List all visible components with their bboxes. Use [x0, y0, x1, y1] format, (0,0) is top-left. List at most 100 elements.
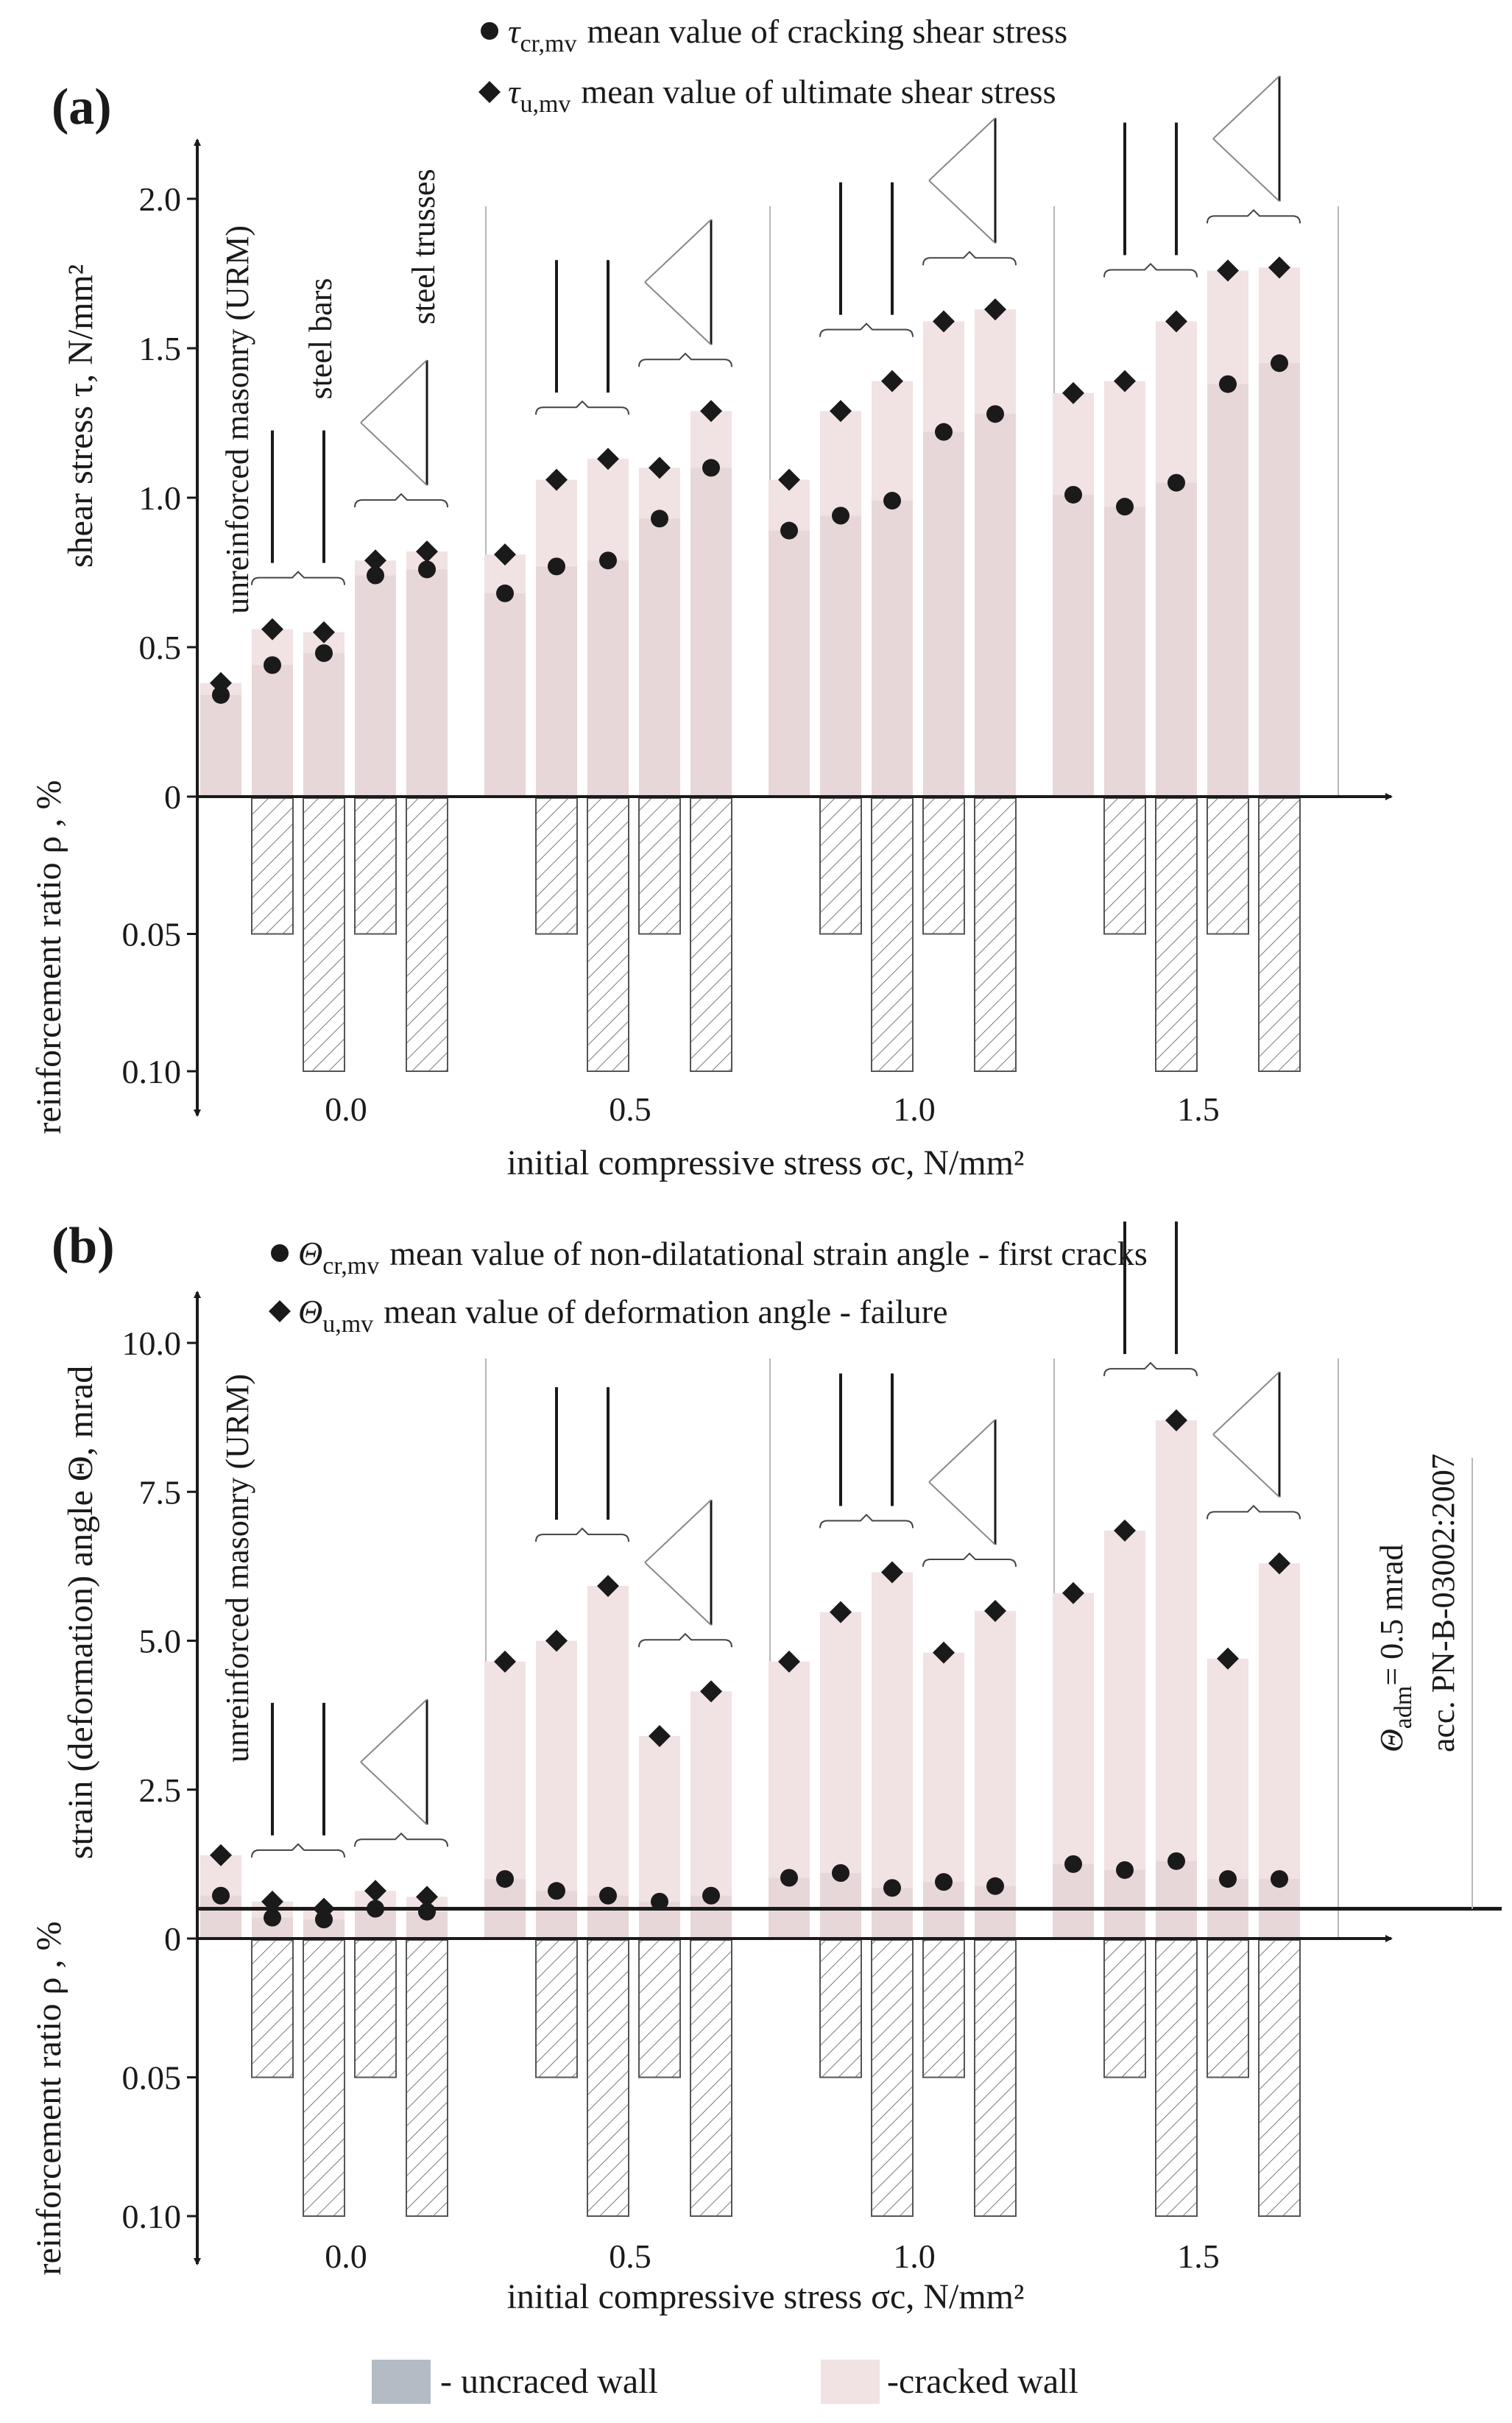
reinf-tick-label: 0.10: [122, 1053, 182, 1090]
cracking-point: [548, 1882, 565, 1900]
group-brace: [819, 1514, 914, 1528]
group-brace: [922, 1552, 1017, 1567]
ultimate-point: [984, 1600, 1006, 1623]
ultimate-point: [364, 549, 386, 572]
uncracked-bar: [639, 518, 680, 797]
reinforcement-bar: [819, 797, 862, 935]
legend-diamond-marker: [478, 81, 501, 103]
ultimate-point: [830, 400, 852, 423]
cracking-point: [496, 584, 514, 602]
reinforcement-bar: [587, 1939, 629, 2217]
ultimate-point: [416, 1886, 438, 1908]
reinforcement-bar: [303, 1939, 345, 2217]
uncracked-bar: [303, 653, 345, 797]
bottom-legend: - uncraced wall -cracked wall: [372, 2360, 1078, 2404]
reinforcement-bar: [354, 1939, 397, 2078]
urm-annotation: unreinforced masonry (URM): [219, 225, 255, 614]
legend-entry-first-cracks: Θcr,mv mean value of non-dilatational str…: [298, 1235, 1148, 1280]
x-tick-label: 1.5: [1177, 2237, 1220, 2275]
cracking-point: [548, 557, 565, 576]
cracking-point: [1167, 1852, 1185, 1870]
reinforcement-bar: [871, 797, 914, 1072]
x-tick-label: 0.5: [609, 1090, 651, 1128]
x-axis-label: initial compressive stress σc, N/mm²: [507, 1143, 1025, 1182]
x-axis-label: initial compressive stress σc, N/mm²: [507, 2277, 1025, 2316]
y-tick-label: 7.5: [139, 1473, 182, 1511]
cracking-point: [315, 644, 333, 663]
chart-marks: 0.0 0.5 1.0 1.5 0 0.5 1.0 1.5 2.0 0.05 0.10 0.0 0.5 1…: [122, 75, 1502, 2275]
reinforcement-bar: [690, 797, 732, 1072]
reinforcement-bar: [1207, 797, 1249, 935]
uncracked-bar: [1156, 1861, 1197, 1939]
x-tick-label: 1.5: [1177, 1090, 1220, 1128]
urm-annotation: unreinforced masonry (URM): [219, 1374, 255, 1763]
cracking-point: [367, 566, 384, 585]
reinforcement-bar: [690, 1939, 732, 2217]
y-tick-label: 0: [164, 1920, 181, 1958]
cracked-bar: [1156, 1420, 1197, 1939]
uncracked-bar: [923, 431, 964, 797]
cracking-point: [264, 1908, 281, 1927]
reinforcement-bar: [974, 1939, 1017, 2217]
group-brace: [819, 322, 914, 337]
panel-label: (b): [52, 1218, 115, 1274]
truss-diagonal-glyph: [360, 1699, 428, 1763]
cracking-point: [832, 507, 849, 525]
truss-diagonal-glyph: [360, 422, 428, 486]
reinforcement-bar: [922, 797, 965, 935]
truss-diagonal-glyph: [928, 180, 996, 244]
reinforcement-bar: [638, 1939, 681, 2078]
ultimate-point: [1165, 310, 1187, 333]
truss-diagonal-glyph: [1212, 1433, 1280, 1498]
legend-entry-cracking: τcr,mv mean value of cracking shear stres…: [508, 13, 1067, 57]
y-tick-label: 1.0: [139, 479, 182, 517]
ultimate-point: [881, 370, 903, 392]
legend-entry-failure: Θu,mv mean value of deformation angle - f…: [298, 1293, 948, 1338]
cracking-point: [264, 656, 281, 674]
group-brace: [354, 1832, 448, 1847]
chart-panel-a: (a) τcr,mv mean value of cracking shear s…: [29, 13, 1067, 1182]
y-tick-label: 2.0: [139, 180, 182, 218]
group-brace: [638, 1632, 732, 1648]
ultimate-point: [649, 456, 671, 479]
x-tick-label: 0.5: [609, 2237, 651, 2275]
reinforcement-bar: [1155, 797, 1198, 1072]
cracking-point: [702, 459, 720, 477]
ultimate-point: [1062, 1581, 1084, 1604]
cracking-point: [651, 509, 668, 528]
reinforcement-bar: [406, 797, 448, 1072]
ultimate-point: [700, 1680, 722, 1703]
group-brace: [1207, 1504, 1301, 1520]
cracking-point: [599, 551, 617, 570]
cracking-point: [1116, 1861, 1134, 1879]
truss-diagonal-glyph: [360, 359, 428, 423]
reinforcement-bar: [1258, 1939, 1301, 2217]
uncracked-bar: [1259, 363, 1300, 797]
reinforcement-bar: [251, 797, 294, 935]
uncracked-bar: [872, 501, 913, 797]
reinforcement-bar: [251, 1939, 294, 2078]
x-tick-label: 0.0: [325, 1090, 367, 1128]
uncracked-bar: [1104, 1869, 1145, 1939]
reinf-tick-label: 0.10: [122, 2198, 182, 2235]
threshold-label: Θadm= 0.5 mrad: [1374, 1544, 1417, 1752]
truss-diagonal-glyph: [928, 1481, 996, 1545]
reinforcement-bar: [406, 1939, 448, 2217]
cracking-point: [599, 1886, 617, 1905]
group-brace: [1103, 263, 1198, 278]
steel-bars-annotation: steel bars: [303, 278, 339, 400]
truss-diagonal-glyph: [1212, 138, 1280, 202]
cracking-point: [496, 1870, 514, 1888]
ultimate-point: [649, 1724, 671, 1747]
panel-label: (a): [52, 79, 112, 135]
y-tick-label: 2.5: [139, 1771, 182, 1809]
reinforcement-bar: [535, 797, 578, 935]
ultimate-point: [1165, 1409, 1187, 1432]
reinforcement-bar: [1155, 1939, 1198, 2217]
uncracked-bar: [820, 1873, 861, 1939]
uncracked-bar: [406, 569, 448, 797]
uncracked-bar: [1104, 507, 1145, 797]
group-brace: [535, 1527, 629, 1542]
y-tick-label: 10.0: [122, 1325, 182, 1362]
